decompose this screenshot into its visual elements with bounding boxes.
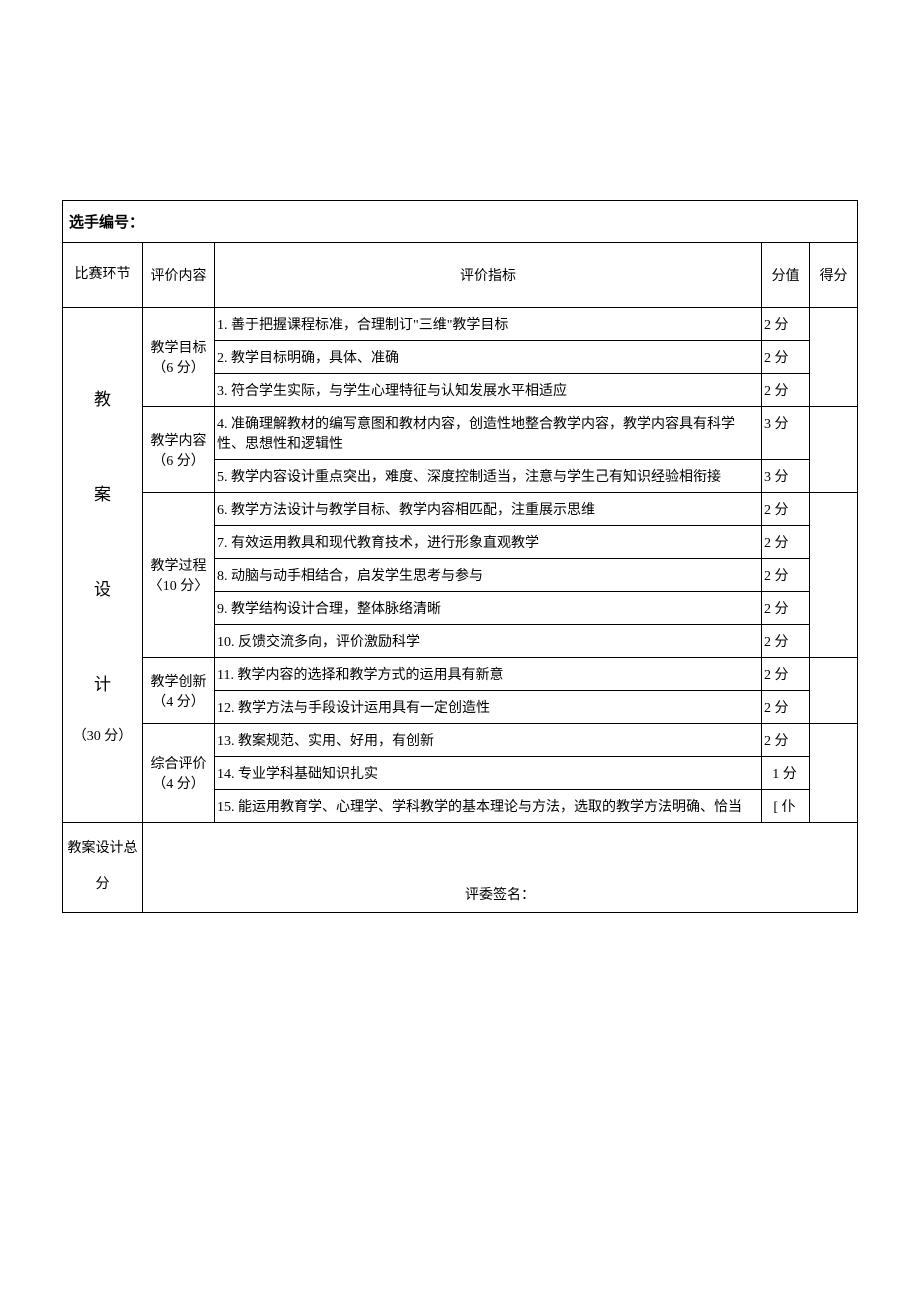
evaluation-table: 选手编号： 比赛环节 评价内容 评价指标 分值 得分 教 案 设 计 （30 分… bbox=[62, 200, 858, 913]
criteria-row: 2. 教学目标明确，具体、准确 bbox=[215, 341, 762, 374]
category-innovation: 教学创新（4 分） bbox=[143, 658, 215, 724]
score-value: 2 分 bbox=[762, 691, 810, 724]
criteria-row: 15. 能运用教育学、心理学、学科教学的基本理论与方法，选取的教学方法明确、恰当 bbox=[215, 790, 762, 823]
criteria-row: 13. 教案规范、实用、好用，有创新 bbox=[215, 724, 762, 757]
signature-cell: 评委签名： bbox=[143, 823, 858, 913]
criteria-row: 12. 教学方法与手段设计运用具有一定创造性 bbox=[215, 691, 762, 724]
criteria-row: 8. 动脑与动手相结合，启发学生思考与参与 bbox=[215, 559, 762, 592]
criteria-row: 10. 反馈交流多向，评价激励科学 bbox=[215, 625, 762, 658]
earned-cell bbox=[810, 308, 858, 407]
score-value: 3 分 bbox=[762, 460, 810, 493]
contestant-number-label: 选手编号： bbox=[63, 201, 858, 243]
category-content: 教学内容（6 分） bbox=[143, 407, 215, 493]
category-goals: 教学目标（6 分） bbox=[143, 308, 215, 407]
score-value: [ 仆 bbox=[762, 790, 810, 823]
criteria-row: 3. 符合学生实际，与学生心理特征与认知发展水平相适应 bbox=[215, 374, 762, 407]
score-value: 2 分 bbox=[762, 493, 810, 526]
criteria-row: 6. 教学方法设计与教学目标、教学内容相匹配，注重展示思维 bbox=[215, 493, 762, 526]
criteria-row: 11. 教学内容的选择和教学方式的运用具有新意 bbox=[215, 658, 762, 691]
score-value: 2 分 bbox=[762, 526, 810, 559]
criteria-row: 1. 善于把握课程标准，合理制订"三维"教学目标 bbox=[215, 308, 762, 341]
total-label: 教案设计总分 bbox=[63, 823, 143, 913]
col-header-criteria: 评价指标 bbox=[215, 243, 762, 308]
score-value: 1 分 bbox=[762, 757, 810, 790]
score-value: 2 分 bbox=[762, 724, 810, 757]
category-overall: 综合评价（4 分） bbox=[143, 724, 215, 823]
criteria-row: 7. 有效运用教具和现代教育技术，进行形象直观教学 bbox=[215, 526, 762, 559]
col-header-category: 评价内容 bbox=[143, 243, 215, 308]
score-value: 2 分 bbox=[762, 658, 810, 691]
col-header-earned: 得分 bbox=[810, 243, 858, 308]
score-value: 2 分 bbox=[762, 592, 810, 625]
category-process: 教学过程〈10 分〉 bbox=[143, 493, 215, 658]
col-header-section: 比赛环节 bbox=[63, 243, 143, 308]
earned-cell bbox=[810, 407, 858, 493]
score-value: 2 分 bbox=[762, 308, 810, 341]
score-value: 3 分 bbox=[762, 407, 810, 460]
criteria-row: 5. 教学内容设计重点突出，难度、深度控制适当，注意与学生己有知识经验相衔接 bbox=[215, 460, 762, 493]
score-value: 2 分 bbox=[762, 341, 810, 374]
score-value: 2 分 bbox=[762, 374, 810, 407]
criteria-row: 14. 专业学科基础知识扎实 bbox=[215, 757, 762, 790]
col-header-score: 分值 bbox=[762, 243, 810, 308]
earned-cell bbox=[810, 493, 858, 658]
section-label: 教 案 设 计 （30 分） bbox=[63, 308, 143, 823]
earned-cell bbox=[810, 724, 858, 823]
score-value: 2 分 bbox=[762, 625, 810, 658]
earned-cell bbox=[810, 658, 858, 724]
criteria-row: 9. 教学结构设计合理，整体脉络清晰 bbox=[215, 592, 762, 625]
criteria-row: 4. 准确理解教材的编写意图和教材内容，创造性地整合教学内容，教学内容具有科学性… bbox=[215, 407, 762, 460]
score-value: 2 分 bbox=[762, 559, 810, 592]
